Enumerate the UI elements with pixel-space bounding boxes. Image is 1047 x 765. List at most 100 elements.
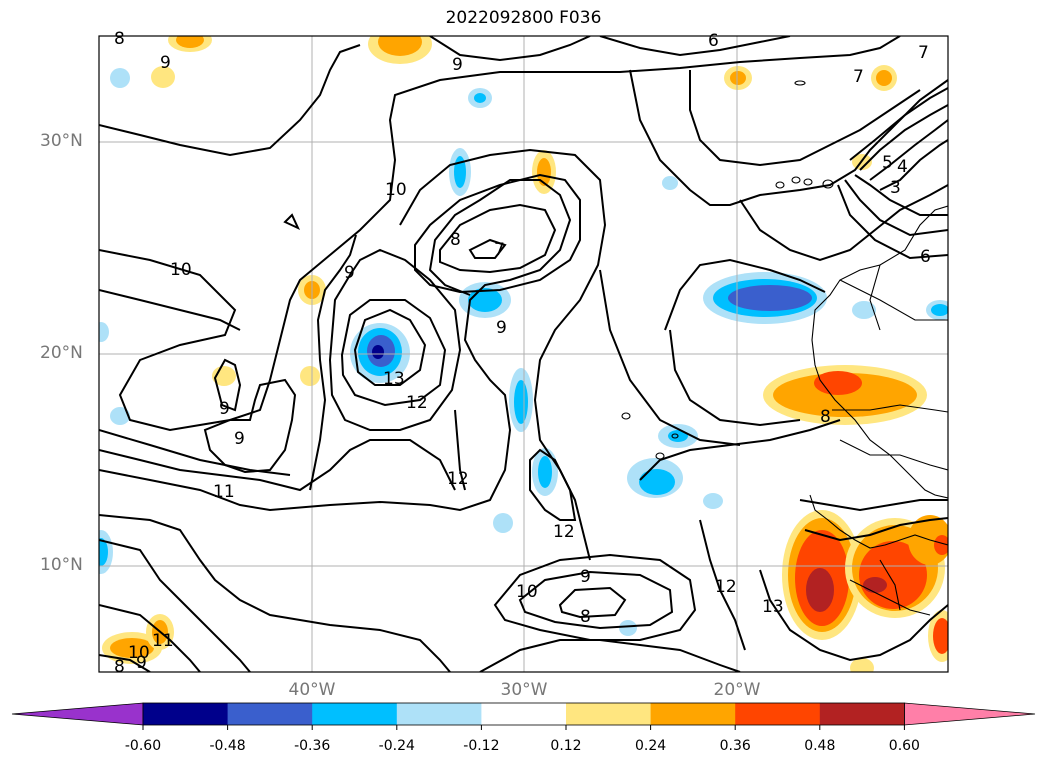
contour-line [558, 586, 627, 619]
positive-anomaly-blob [730, 71, 746, 85]
contour-labels: 8 9 10 10 9 8 7 9 13 12 12 12 11 9 9 9 7… [114, 29, 931, 677]
lat-label-20n: 20°N [40, 343, 83, 363]
colorbar-tick-label: 0.36 [719, 738, 751, 754]
contour-label: 9 [136, 653, 147, 673]
contour-label: 9 [496, 318, 507, 338]
colorbar-tick-label: -0.36 [294, 738, 331, 754]
lat-label-10n: 10°N [40, 555, 83, 575]
colorbar-segment [312, 703, 398, 725]
contour-line [99, 514, 451, 672]
positive-anomaly-blob [537, 158, 551, 186]
negative-anomaly-blob [110, 407, 130, 425]
contour-line [454, 409, 466, 491]
contour-line [493, 553, 697, 641]
contour-line [669, 329, 801, 427]
contour-label: 9 [344, 263, 355, 283]
contour-label: 9 [160, 53, 171, 73]
contour-label: 9 [234, 429, 245, 449]
cape-verde-island [621, 412, 631, 420]
contour-line [837, 184, 948, 260]
contour-line [203, 378, 297, 474]
cape-verde-island [671, 433, 679, 439]
negative-anomaly-blob [703, 493, 723, 509]
africa-coastline [809, 494, 948, 549]
colorbar-tick-label: -0.12 [463, 738, 500, 754]
contour-line [328, 248, 462, 431]
contour-label: 13 [383, 369, 405, 389]
map-panel: 8 9 10 10 9 8 7 9 13 12 12 12 11 9 9 9 7… [98, 29, 949, 677]
map-title: 2022092800 F036 [445, 8, 602, 28]
contour-label: 5 [882, 153, 893, 173]
colorbar-frame [142, 702, 905, 726]
positive-anomaly-blob [300, 366, 320, 386]
contour-label: 8 [114, 657, 125, 677]
contour-label: 10 [128, 643, 150, 663]
positive-anomaly-blob [176, 36, 204, 48]
positive-anomaly-blob [773, 373, 917, 417]
contour-line [664, 258, 826, 331]
contour-line [429, 36, 591, 62]
border-line [839, 279, 948, 321]
colorbar-tick-label: -0.60 [124, 738, 162, 754]
negative-anomaly-blob [619, 620, 637, 636]
contour-lines [99, 36, 948, 672]
border-line [839, 439, 948, 471]
negative-anomaly-blob [493, 513, 513, 533]
negative-anomaly-blob [99, 538, 108, 566]
canary-island [794, 80, 806, 86]
contour-line [844, 179, 948, 237]
lon-label-30w: 30°W [500, 680, 548, 700]
canary-island [791, 176, 801, 184]
contour-label: 8 [580, 607, 591, 627]
contour-label: 9 [452, 55, 463, 75]
contour-label: 3 [890, 178, 901, 198]
graticule [99, 36, 948, 672]
colorbar-segment [227, 703, 313, 725]
contour-line [309, 234, 357, 491]
border-line [849, 579, 931, 616]
positive-anomaly-blob [806, 568, 834, 612]
colorbar-segment [143, 703, 229, 725]
positive-anomaly-blob [863, 577, 887, 593]
contour-label: 6 [708, 31, 719, 51]
border-line [869, 264, 881, 331]
positive-anomaly-blob [876, 70, 892, 86]
negative-anomaly-blob [852, 301, 876, 319]
map-frame [98, 35, 949, 673]
contour-line [414, 173, 581, 294]
contour-line [518, 570, 674, 630]
contour-line [99, 289, 241, 331]
colorbar-segment [819, 703, 905, 725]
contour-label: 7 [918, 43, 929, 63]
negative-anomaly-blob [662, 176, 678, 190]
contour-label: 11 [152, 631, 174, 651]
negative-anomaly-blob [474, 93, 486, 103]
anomaly-shading [99, 36, 948, 672]
colorbar-tick-label: 0.24 [635, 738, 667, 754]
lon-label-20w: 20°W [713, 680, 761, 700]
lat-label-30n: 30°N [40, 131, 83, 151]
colorbar-segment [650, 703, 736, 725]
contour-line [353, 308, 427, 386]
negative-anomaly-blob [110, 68, 130, 88]
contour-line [529, 448, 577, 521]
contour-line [759, 569, 948, 662]
negative-anomaly-blob [931, 304, 948, 316]
colorbar-segment [735, 703, 821, 725]
contour-line [99, 439, 456, 492]
contour-line [479, 639, 741, 672]
contour-line [99, 539, 251, 672]
contour-line [639, 419, 841, 481]
colorbar-tick-label: -0.24 [378, 738, 415, 754]
contour-label: 10 [170, 260, 192, 280]
contour-line [99, 604, 201, 672]
contour-line [99, 654, 151, 672]
contour-label: 12 [553, 522, 575, 542]
contour-line [859, 104, 948, 171]
colorbar-segment [566, 703, 652, 725]
lon-label-40w: 40°W [288, 680, 336, 700]
contour-label: 6 [920, 247, 931, 267]
colorbar-tick-label: 0.48 [804, 738, 836, 754]
positive-anomaly-blob [850, 658, 874, 672]
contour-label: 7 [494, 240, 505, 260]
